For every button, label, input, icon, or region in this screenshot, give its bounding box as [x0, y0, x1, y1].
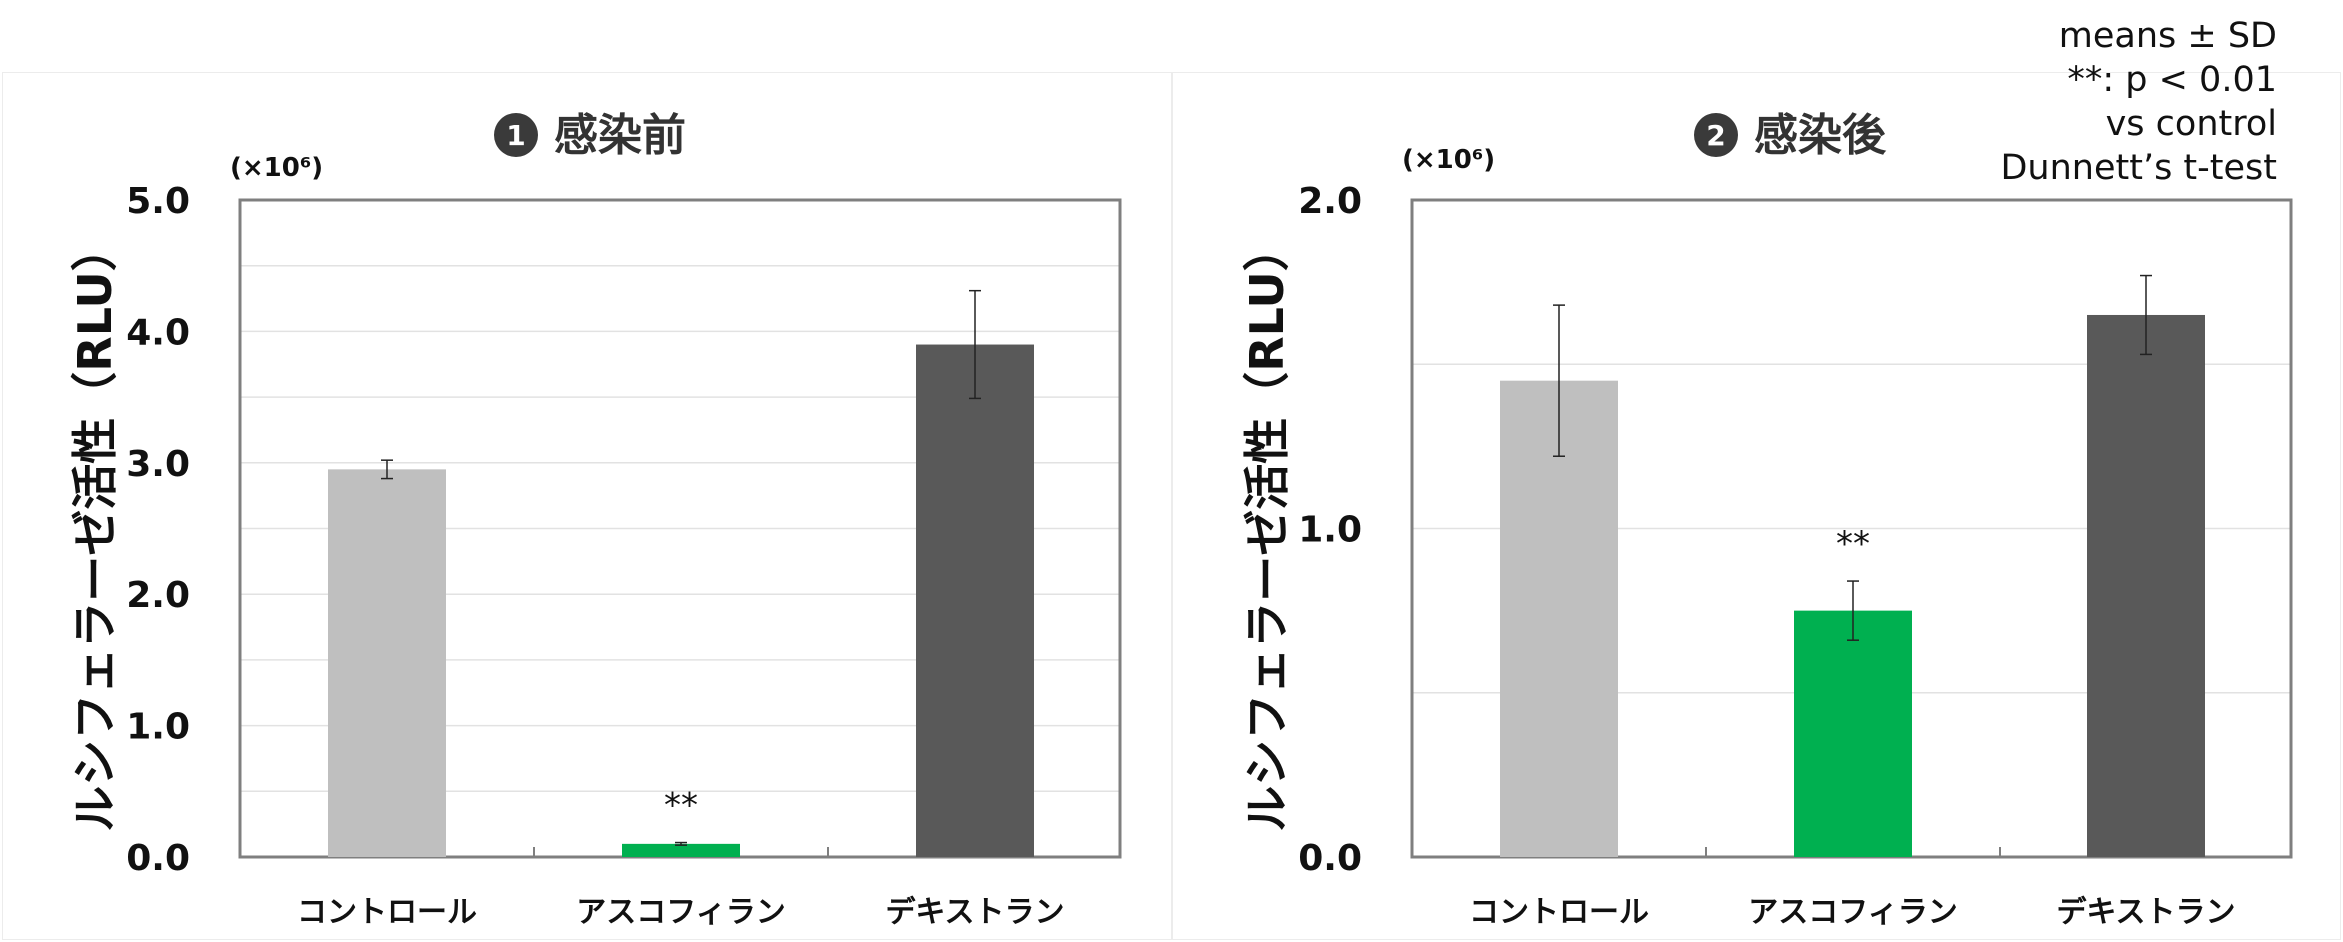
- category-label: コントロール: [1469, 895, 1649, 930]
- significance-marker: **: [1836, 524, 1870, 564]
- y-tick-label: 3.0: [126, 444, 190, 485]
- category-label: デキストラン: [2056, 895, 2235, 930]
- note-line: Dunnett’s t-test: [2000, 148, 2277, 188]
- y-tick-label: 4.0: [126, 312, 190, 353]
- note-line: means ± SD: [2058, 16, 2277, 56]
- bar: [328, 469, 446, 857]
- y-tick-label: 0.0: [1298, 838, 1362, 879]
- note-line: vs control: [2105, 104, 2277, 144]
- category-label: デキストラン: [885, 895, 1064, 930]
- bar: [916, 344, 1034, 857]
- panel-number-badge: [1694, 113, 1738, 157]
- chart-panel-frame-after: [1172, 72, 2341, 940]
- chart-title: 感染前: [554, 110, 686, 161]
- bar: [1794, 610, 1912, 857]
- panel-number: 2: [1706, 119, 1725, 152]
- chart-title: 感染後: [1754, 110, 1887, 161]
- significance-marker: **: [664, 786, 698, 826]
- y-axis-label: ルシフェラーゼ活性（RLU）: [1240, 225, 1294, 831]
- y-unit-label: (×10⁶): [1402, 145, 1495, 175]
- panel-number: 1: [506, 119, 525, 152]
- y-tick-label: 2.0: [126, 575, 190, 616]
- bar: [1500, 380, 1618, 857]
- category-label: コントロール: [297, 895, 477, 930]
- note-line: **: p < 0.01: [2067, 60, 2277, 100]
- panel-number-badge: [494, 113, 538, 157]
- y-tick-label: 5.0: [126, 181, 190, 222]
- y-tick-label: 1.0: [1298, 510, 1362, 551]
- category-label: アスコフィラン: [576, 895, 785, 930]
- y-tick-label: 0.0: [126, 838, 190, 879]
- y-tick-label: 2.0: [1298, 181, 1362, 222]
- y-axis-label: ルシフェラーゼ活性（RLU）: [68, 225, 122, 831]
- bar: [622, 843, 740, 857]
- category-label: アスコフィラン: [1748, 895, 1957, 930]
- statistics-notes: means ± SD **: p < 0.01 vs control Dunne…: [2000, 14, 2277, 190]
- y-tick-label: 1.0: [126, 707, 190, 748]
- y-unit-label: (×10⁶): [230, 153, 323, 183]
- chart-panel-frame-before: [2, 72, 1172, 940]
- bar: [2087, 314, 2205, 858]
